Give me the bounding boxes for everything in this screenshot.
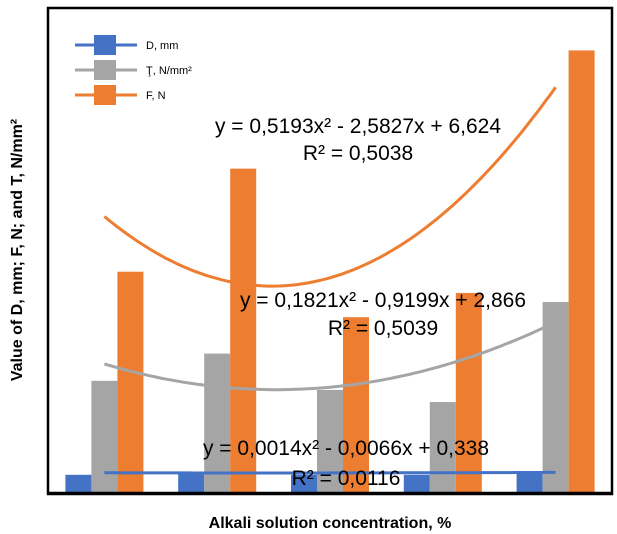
legend-label-2: Ţ, N/mm² (146, 65, 192, 77)
trendline-equation-f: y = 0,5193x² - 2,5827x + 6,624 (215, 115, 501, 138)
x-axis-title: Alkali solution concentration, % (209, 515, 452, 532)
trendline-r2-f: R² = 0,5038 (303, 142, 413, 165)
y-axis-title: Value of D, mm; F, N; and T, N/mm² (9, 119, 26, 381)
trendline-r2-t: R² = 0,5039 (328, 317, 438, 340)
trendline-f (103, 86, 557, 288)
trendline-r2-d: R² = 0,0116 (292, 467, 401, 490)
bar-d-2 (178, 472, 205, 493)
bar-d-1 (65, 474, 92, 493)
trendline-d (104, 470, 556, 475)
bar-t-4 (429, 402, 456, 493)
bar-f-1 (117, 271, 144, 493)
bar-t-1 (91, 380, 118, 493)
bar-d-5 (516, 473, 543, 493)
trendline-equation-t: y = 0,1821x² - 0,9199x + 2,866 (240, 289, 526, 312)
bar-t-3 (317, 389, 343, 493)
bar-d-4 (403, 474, 430, 493)
bar-f-5 (568, 50, 595, 493)
legend-swatch-2 (94, 60, 116, 80)
bar-t-2 (204, 353, 231, 493)
bar-f-4 (455, 292, 482, 493)
trendline-t (103, 320, 557, 392)
legend: D, mm Ţ, N/mm² F, N (75, 35, 192, 105)
legend-label-1: D, mm (146, 40, 178, 52)
trendline-labels: y = 0,5193x² - 2,5827x + 6,624 R² = 0,503… (203, 115, 526, 490)
trendline-equation-d: y = 0,0014x² - 0,0066x + 0,338 (203, 437, 489, 460)
bar-t-5 (542, 302, 569, 493)
legend-swatch-3 (94, 85, 116, 105)
bars-group (65, 50, 595, 493)
trendlines-group (103, 86, 557, 475)
legend-swatch-1 (94, 35, 116, 55)
bar-f-3 (343, 317, 369, 493)
legend-label-3: F, N (146, 90, 166, 102)
bar-f-2 (230, 168, 257, 493)
bar-d-3 (291, 474, 317, 493)
